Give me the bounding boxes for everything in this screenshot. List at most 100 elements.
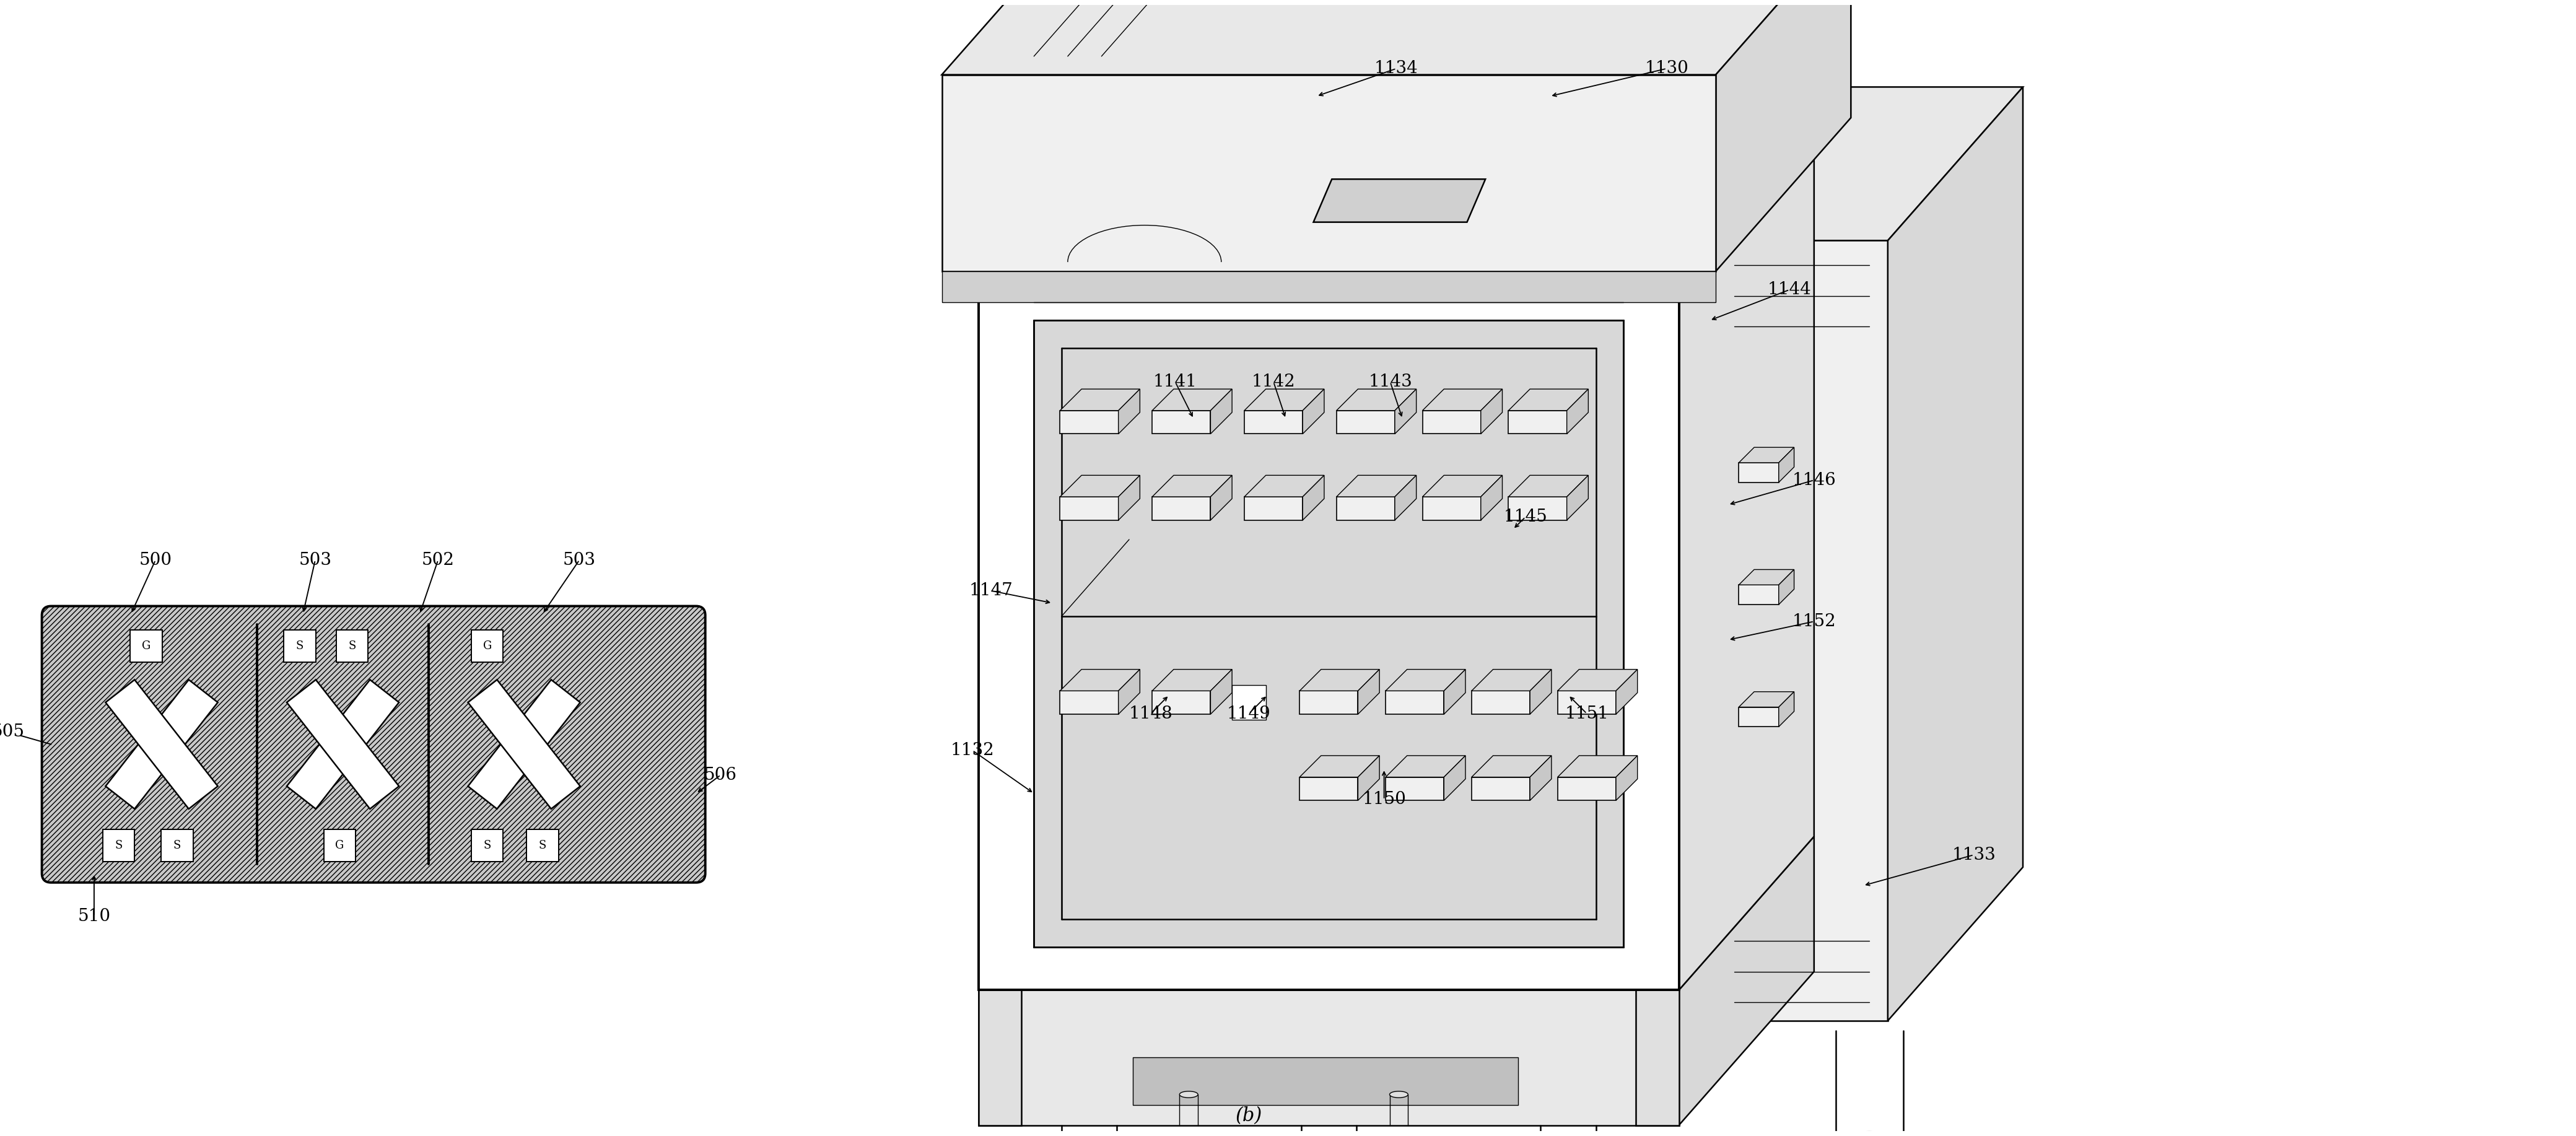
Text: 1152: 1152 — [1793, 613, 1837, 629]
Ellipse shape — [1180, 1092, 1198, 1097]
Text: 1149: 1149 — [1226, 705, 1270, 722]
Polygon shape — [1716, 0, 1852, 272]
Polygon shape — [1780, 448, 1793, 483]
Text: G: G — [335, 841, 345, 851]
Polygon shape — [1386, 691, 1445, 715]
Polygon shape — [1481, 389, 1502, 434]
Polygon shape — [1558, 691, 1615, 715]
Text: G: G — [482, 641, 492, 652]
Polygon shape — [1337, 475, 1417, 496]
Polygon shape — [1244, 496, 1303, 520]
Polygon shape — [1471, 691, 1530, 715]
Polygon shape — [1118, 669, 1141, 715]
Text: 500: 500 — [139, 552, 173, 568]
Bar — [131, 630, 162, 662]
Text: 1150: 1150 — [1363, 792, 1406, 808]
Polygon shape — [286, 679, 399, 809]
Polygon shape — [1211, 475, 1231, 520]
Polygon shape — [1615, 669, 1638, 715]
Text: 1130: 1130 — [1643, 60, 1690, 77]
Polygon shape — [1394, 389, 1417, 434]
Text: (b): (b) — [1236, 1106, 1262, 1126]
Polygon shape — [1301, 755, 1381, 777]
Text: 502: 502 — [422, 552, 453, 568]
Polygon shape — [1558, 777, 1615, 801]
Polygon shape — [1301, 691, 1358, 715]
Polygon shape — [1680, 836, 1814, 1125]
Polygon shape — [1337, 410, 1394, 434]
Text: 1146: 1146 — [1793, 471, 1837, 488]
Polygon shape — [1118, 475, 1141, 520]
Polygon shape — [1615, 755, 1638, 801]
Polygon shape — [943, 272, 1716, 302]
Bar — [103, 829, 134, 861]
Polygon shape — [943, 75, 1716, 272]
Text: 1145: 1145 — [1504, 509, 1548, 525]
Polygon shape — [1739, 585, 1780, 604]
Polygon shape — [1211, 389, 1231, 434]
Polygon shape — [979, 118, 1814, 272]
Polygon shape — [1566, 389, 1589, 434]
Text: 510: 510 — [77, 908, 111, 925]
Polygon shape — [1566, 475, 1589, 520]
Polygon shape — [1422, 496, 1481, 520]
Polygon shape — [1211, 669, 1231, 715]
Polygon shape — [1739, 692, 1793, 707]
Polygon shape — [469, 679, 580, 809]
Text: 505: 505 — [0, 724, 26, 741]
Text: S: S — [296, 641, 304, 652]
Polygon shape — [1445, 755, 1466, 801]
Text: 506: 506 — [703, 767, 737, 784]
Polygon shape — [1244, 475, 1324, 496]
Text: 1134: 1134 — [1376, 60, 1419, 77]
Polygon shape — [1151, 691, 1211, 715]
Polygon shape — [1680, 118, 1814, 991]
Polygon shape — [1337, 496, 1394, 520]
Ellipse shape — [1837, 1131, 1904, 1136]
Text: 1141: 1141 — [1154, 374, 1198, 391]
Bar — [471, 630, 502, 662]
Text: 1144: 1144 — [1767, 282, 1811, 298]
Text: S: S — [116, 841, 124, 851]
Polygon shape — [286, 679, 399, 809]
Polygon shape — [1471, 755, 1551, 777]
Polygon shape — [1314, 179, 1486, 223]
Polygon shape — [1739, 569, 1793, 585]
Polygon shape — [1530, 755, 1551, 801]
Polygon shape — [1636, 991, 1680, 1125]
Polygon shape — [1133, 1058, 1517, 1105]
Bar — [526, 829, 559, 861]
Ellipse shape — [1388, 1092, 1409, 1097]
Polygon shape — [943, 0, 1852, 75]
Polygon shape — [1471, 777, 1530, 801]
Polygon shape — [1445, 669, 1466, 715]
Polygon shape — [1386, 669, 1466, 691]
Polygon shape — [979, 991, 1680, 1125]
Polygon shape — [1061, 669, 1141, 691]
Polygon shape — [1716, 87, 2022, 241]
Text: 1133: 1133 — [1953, 846, 1996, 863]
Polygon shape — [1061, 410, 1118, 434]
Polygon shape — [1510, 410, 1566, 434]
Polygon shape — [1394, 475, 1417, 520]
Polygon shape — [1151, 669, 1231, 691]
Polygon shape — [1301, 777, 1358, 801]
Text: 1143: 1143 — [1368, 374, 1412, 391]
Polygon shape — [1510, 475, 1589, 496]
Polygon shape — [1244, 410, 1303, 434]
Polygon shape — [1510, 389, 1589, 410]
Text: S: S — [538, 841, 546, 851]
Text: 1132: 1132 — [951, 742, 994, 759]
Polygon shape — [1303, 475, 1324, 520]
Polygon shape — [1061, 691, 1118, 715]
Text: 1151: 1151 — [1564, 705, 1610, 722]
Polygon shape — [469, 679, 580, 809]
Text: G: G — [142, 641, 152, 652]
Polygon shape — [1780, 692, 1793, 727]
Polygon shape — [1558, 755, 1638, 777]
Polygon shape — [1422, 410, 1481, 434]
Polygon shape — [1231, 685, 1267, 720]
Text: 1142: 1142 — [1252, 374, 1296, 391]
Polygon shape — [1061, 475, 1141, 496]
Polygon shape — [106, 679, 219, 809]
